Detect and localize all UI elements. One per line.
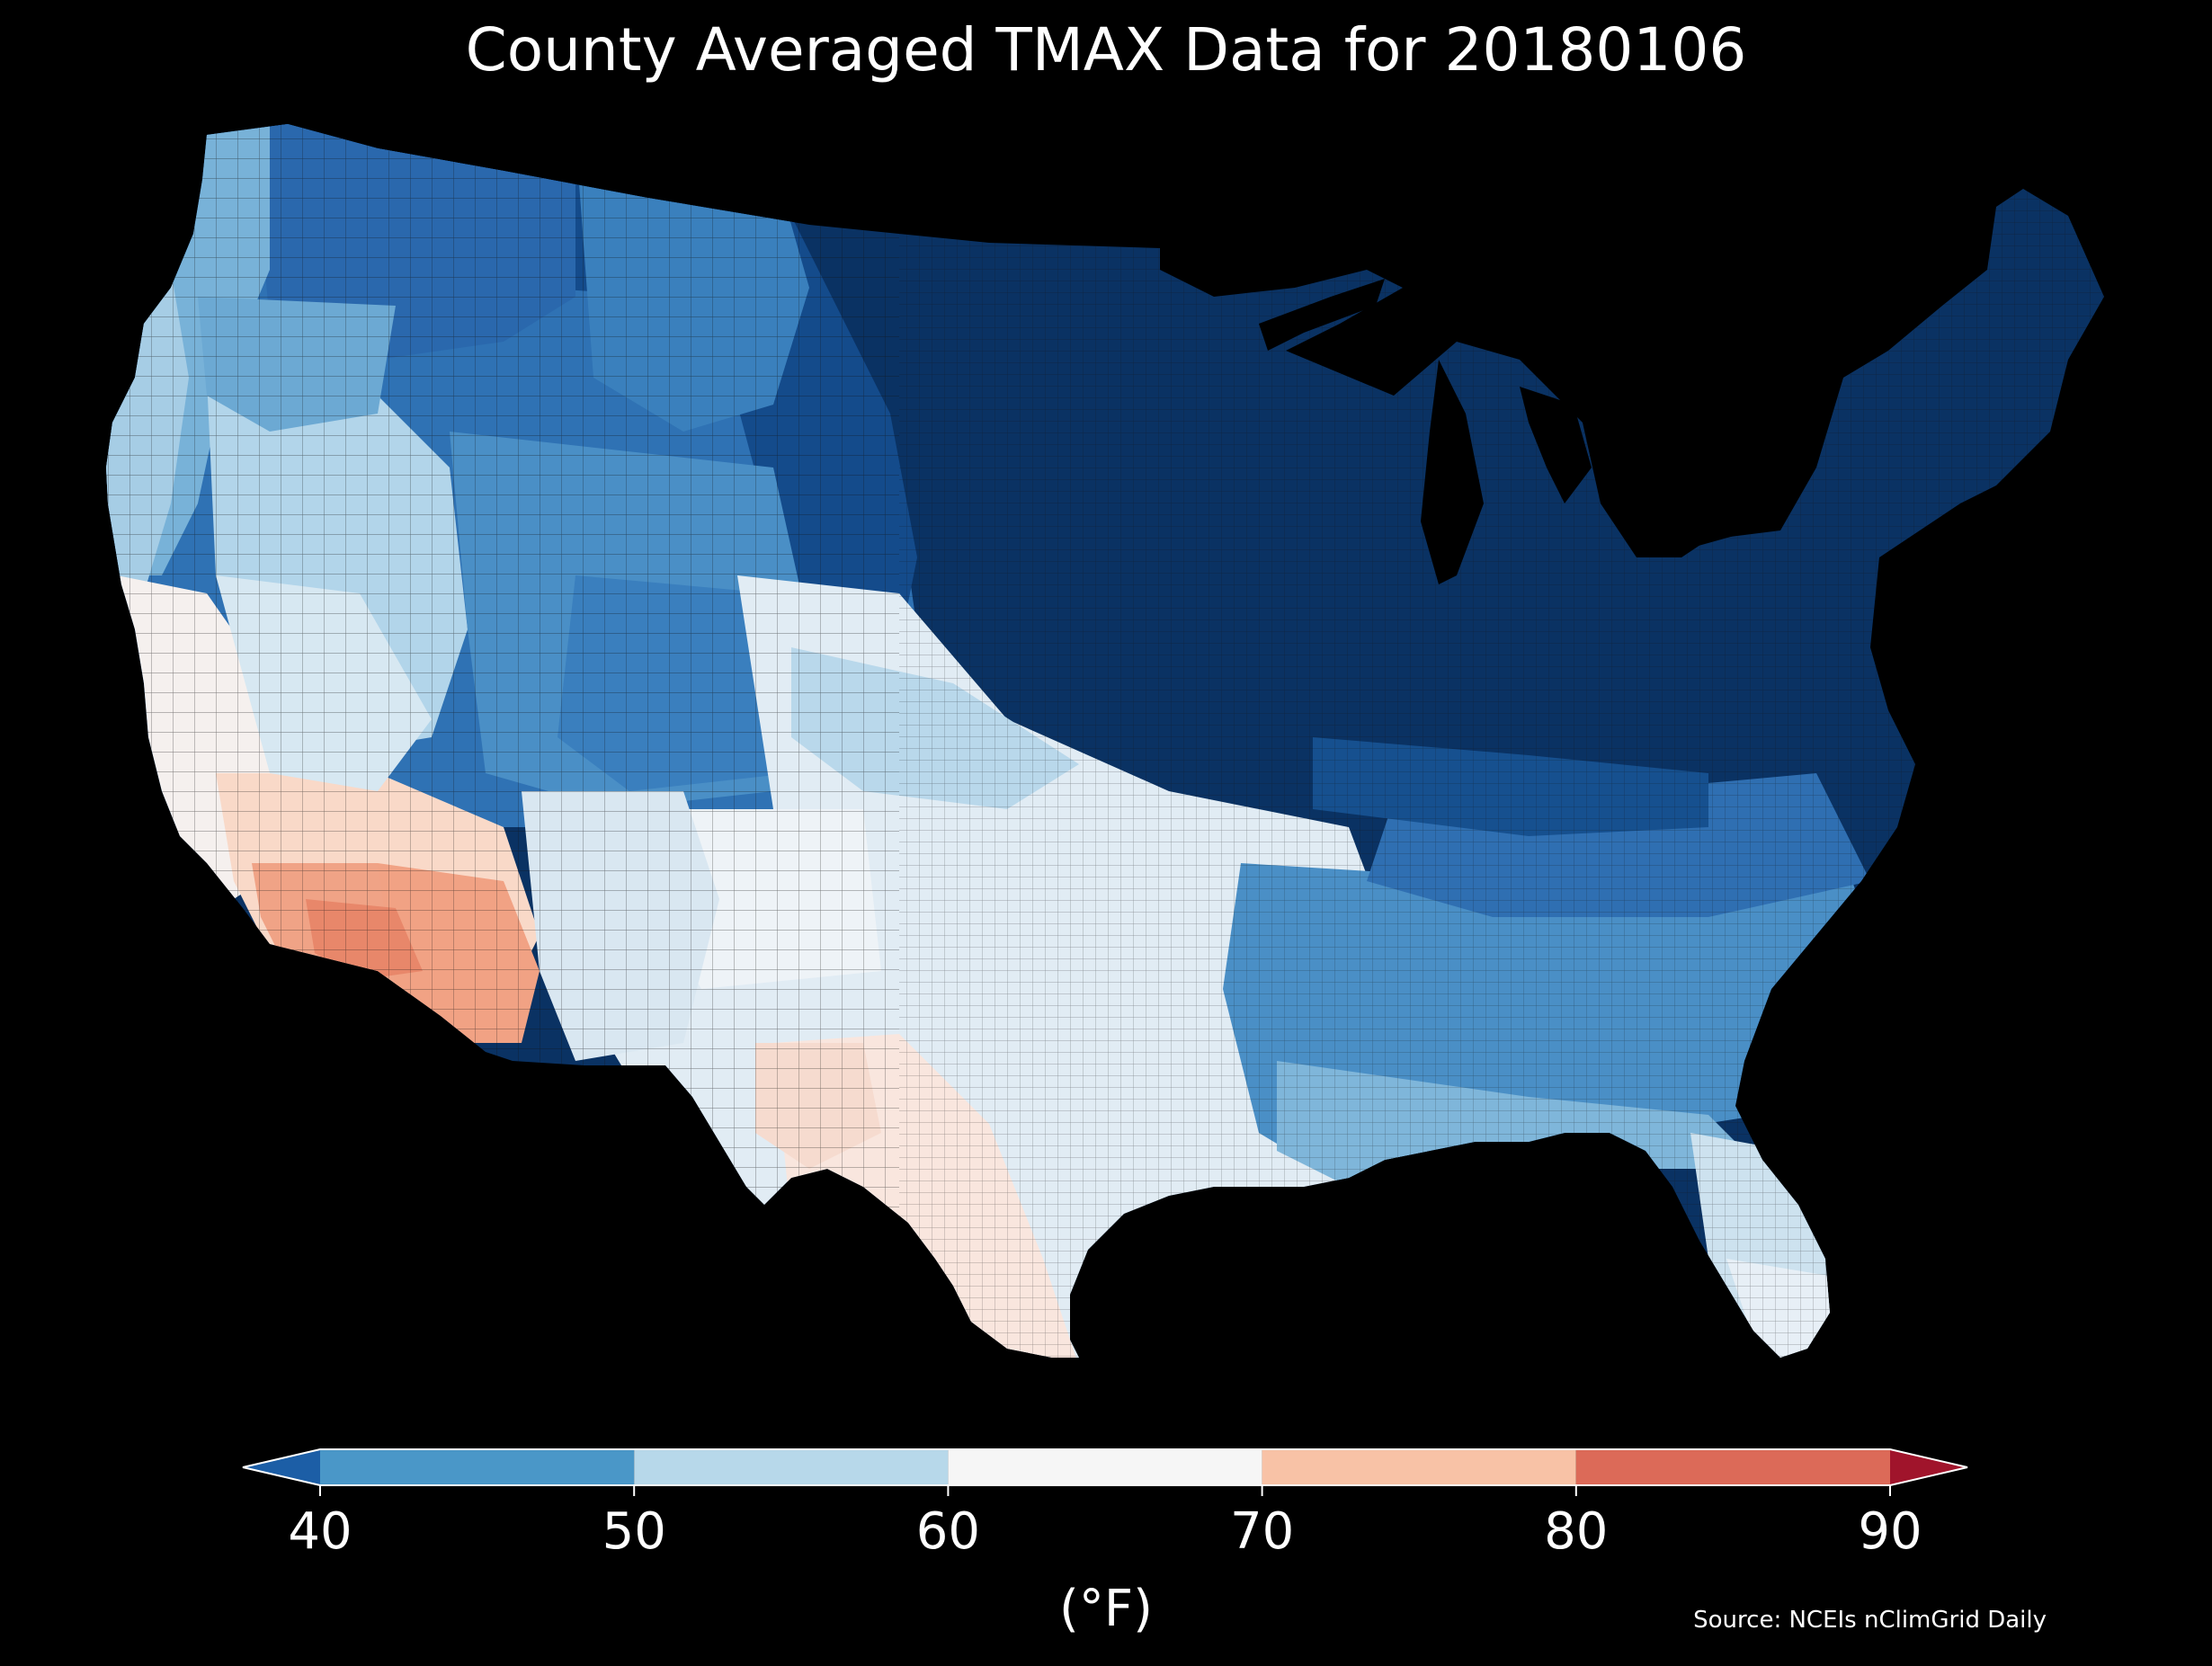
colorbar-extend-high	[1890, 1449, 1967, 1485]
colorbar-bin-60-70	[948, 1449, 1262, 1485]
great-lakes	[1259, 279, 1762, 584]
map-title: County Averaged TMAX Data for 20180106	[466, 15, 1747, 85]
county-boundaries-west	[106, 124, 899, 1358]
county-boundaries-east	[899, 124, 2104, 1358]
colorbar-tick-label: 50	[602, 1502, 666, 1561]
colorbar-tick-label: 70	[1230, 1502, 1294, 1561]
lake-superior	[1259, 279, 1385, 351]
lake-michigan	[1421, 360, 1484, 584]
colorbar-extend-low	[243, 1449, 320, 1485]
colorbar	[242, 1448, 1968, 1486]
colorbar-tick-label: 60	[916, 1502, 980, 1561]
colorbar-bin-70-80	[1262, 1449, 1576, 1485]
colorbar-tick-labels: 40 50 60 70 80 90	[288, 1485, 1922, 1561]
colorbar-tick-label: 80	[1544, 1502, 1608, 1561]
lake-huron	[1520, 387, 1592, 503]
colorbar-bin-80-90	[1575, 1449, 1890, 1485]
colorbar-tick-label: 90	[1858, 1502, 1922, 1561]
colorbar-tick-label: 40	[288, 1502, 352, 1561]
lake-erie	[1637, 503, 1762, 553]
source-credit: Source: NCEIs nClimGrid Daily	[1693, 1607, 2047, 1634]
colorbar-bin-50-60	[634, 1449, 949, 1485]
colorbar-bin-40-50	[320, 1449, 635, 1485]
colorbar-unit-label: (°F)	[1059, 1580, 1153, 1638]
